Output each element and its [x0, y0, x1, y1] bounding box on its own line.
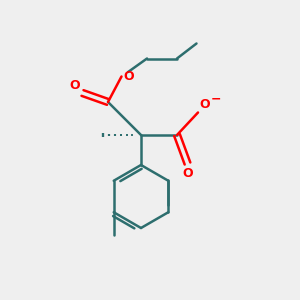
Text: O: O: [182, 167, 193, 180]
Text: −: −: [211, 93, 221, 106]
Text: O: O: [70, 79, 80, 92]
Text: O: O: [200, 98, 210, 111]
Text: O: O: [123, 70, 134, 83]
